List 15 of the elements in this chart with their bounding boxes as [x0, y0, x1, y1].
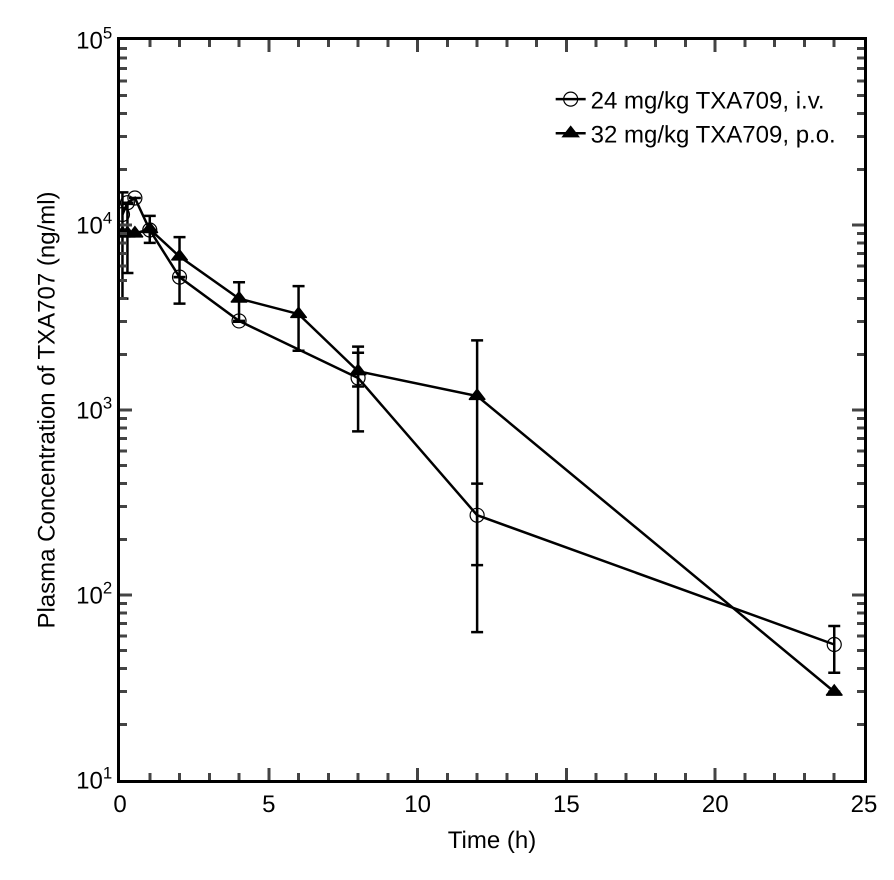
legend-label: 24 mg/kg TXA709, i.v. [590, 87, 825, 114]
y-tick-label: 10$^{2}$ [76, 578, 112, 610]
x-tick-label: 0 [113, 790, 127, 818]
y-tick-label: 10$^{5}$ [76, 23, 112, 54]
x-tick-label: 5 [262, 790, 276, 818]
y-tick-label: 10$^{1}$ [76, 763, 112, 794]
y-axis-title: Plasma Concentration of TXA707 (ng/ml) [33, 191, 60, 629]
legend-label: 32 mg/kg TXA709, p.o. [590, 122, 836, 149]
y-tick-label: 10$^{4}$ [76, 208, 112, 240]
x-tick-label: 10 [404, 790, 431, 818]
x-axis-title: Time (h) [448, 827, 536, 854]
x-tick-label: 15 [553, 790, 580, 818]
y-tick-label: 10$^{3}$ [76, 393, 112, 424]
x-tick-label: 25 [850, 790, 878, 818]
x-tick-label: 20 [702, 790, 729, 818]
